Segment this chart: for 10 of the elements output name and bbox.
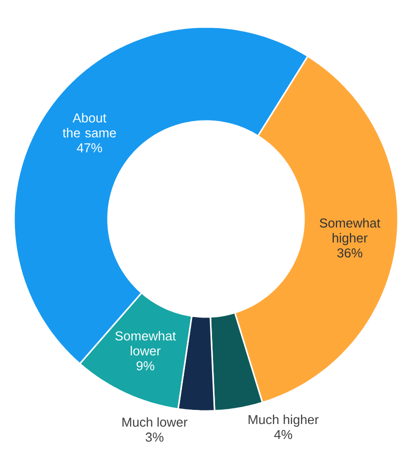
slice-label: Much higher	[248, 414, 319, 427]
slice-label: About the same	[62, 112, 116, 138]
data-label: 47%	[76, 143, 102, 152]
data-label: 9%	[136, 361, 154, 370]
slice-label: Somewhat higher	[320, 218, 380, 246]
data-label: 36%	[337, 248, 362, 258]
data-label: 3%	[146, 432, 164, 442]
data-label: 4%	[274, 430, 292, 440]
slice-label: Somewhat lower	[115, 330, 176, 356]
slice-label: Much lower	[122, 417, 188, 427]
